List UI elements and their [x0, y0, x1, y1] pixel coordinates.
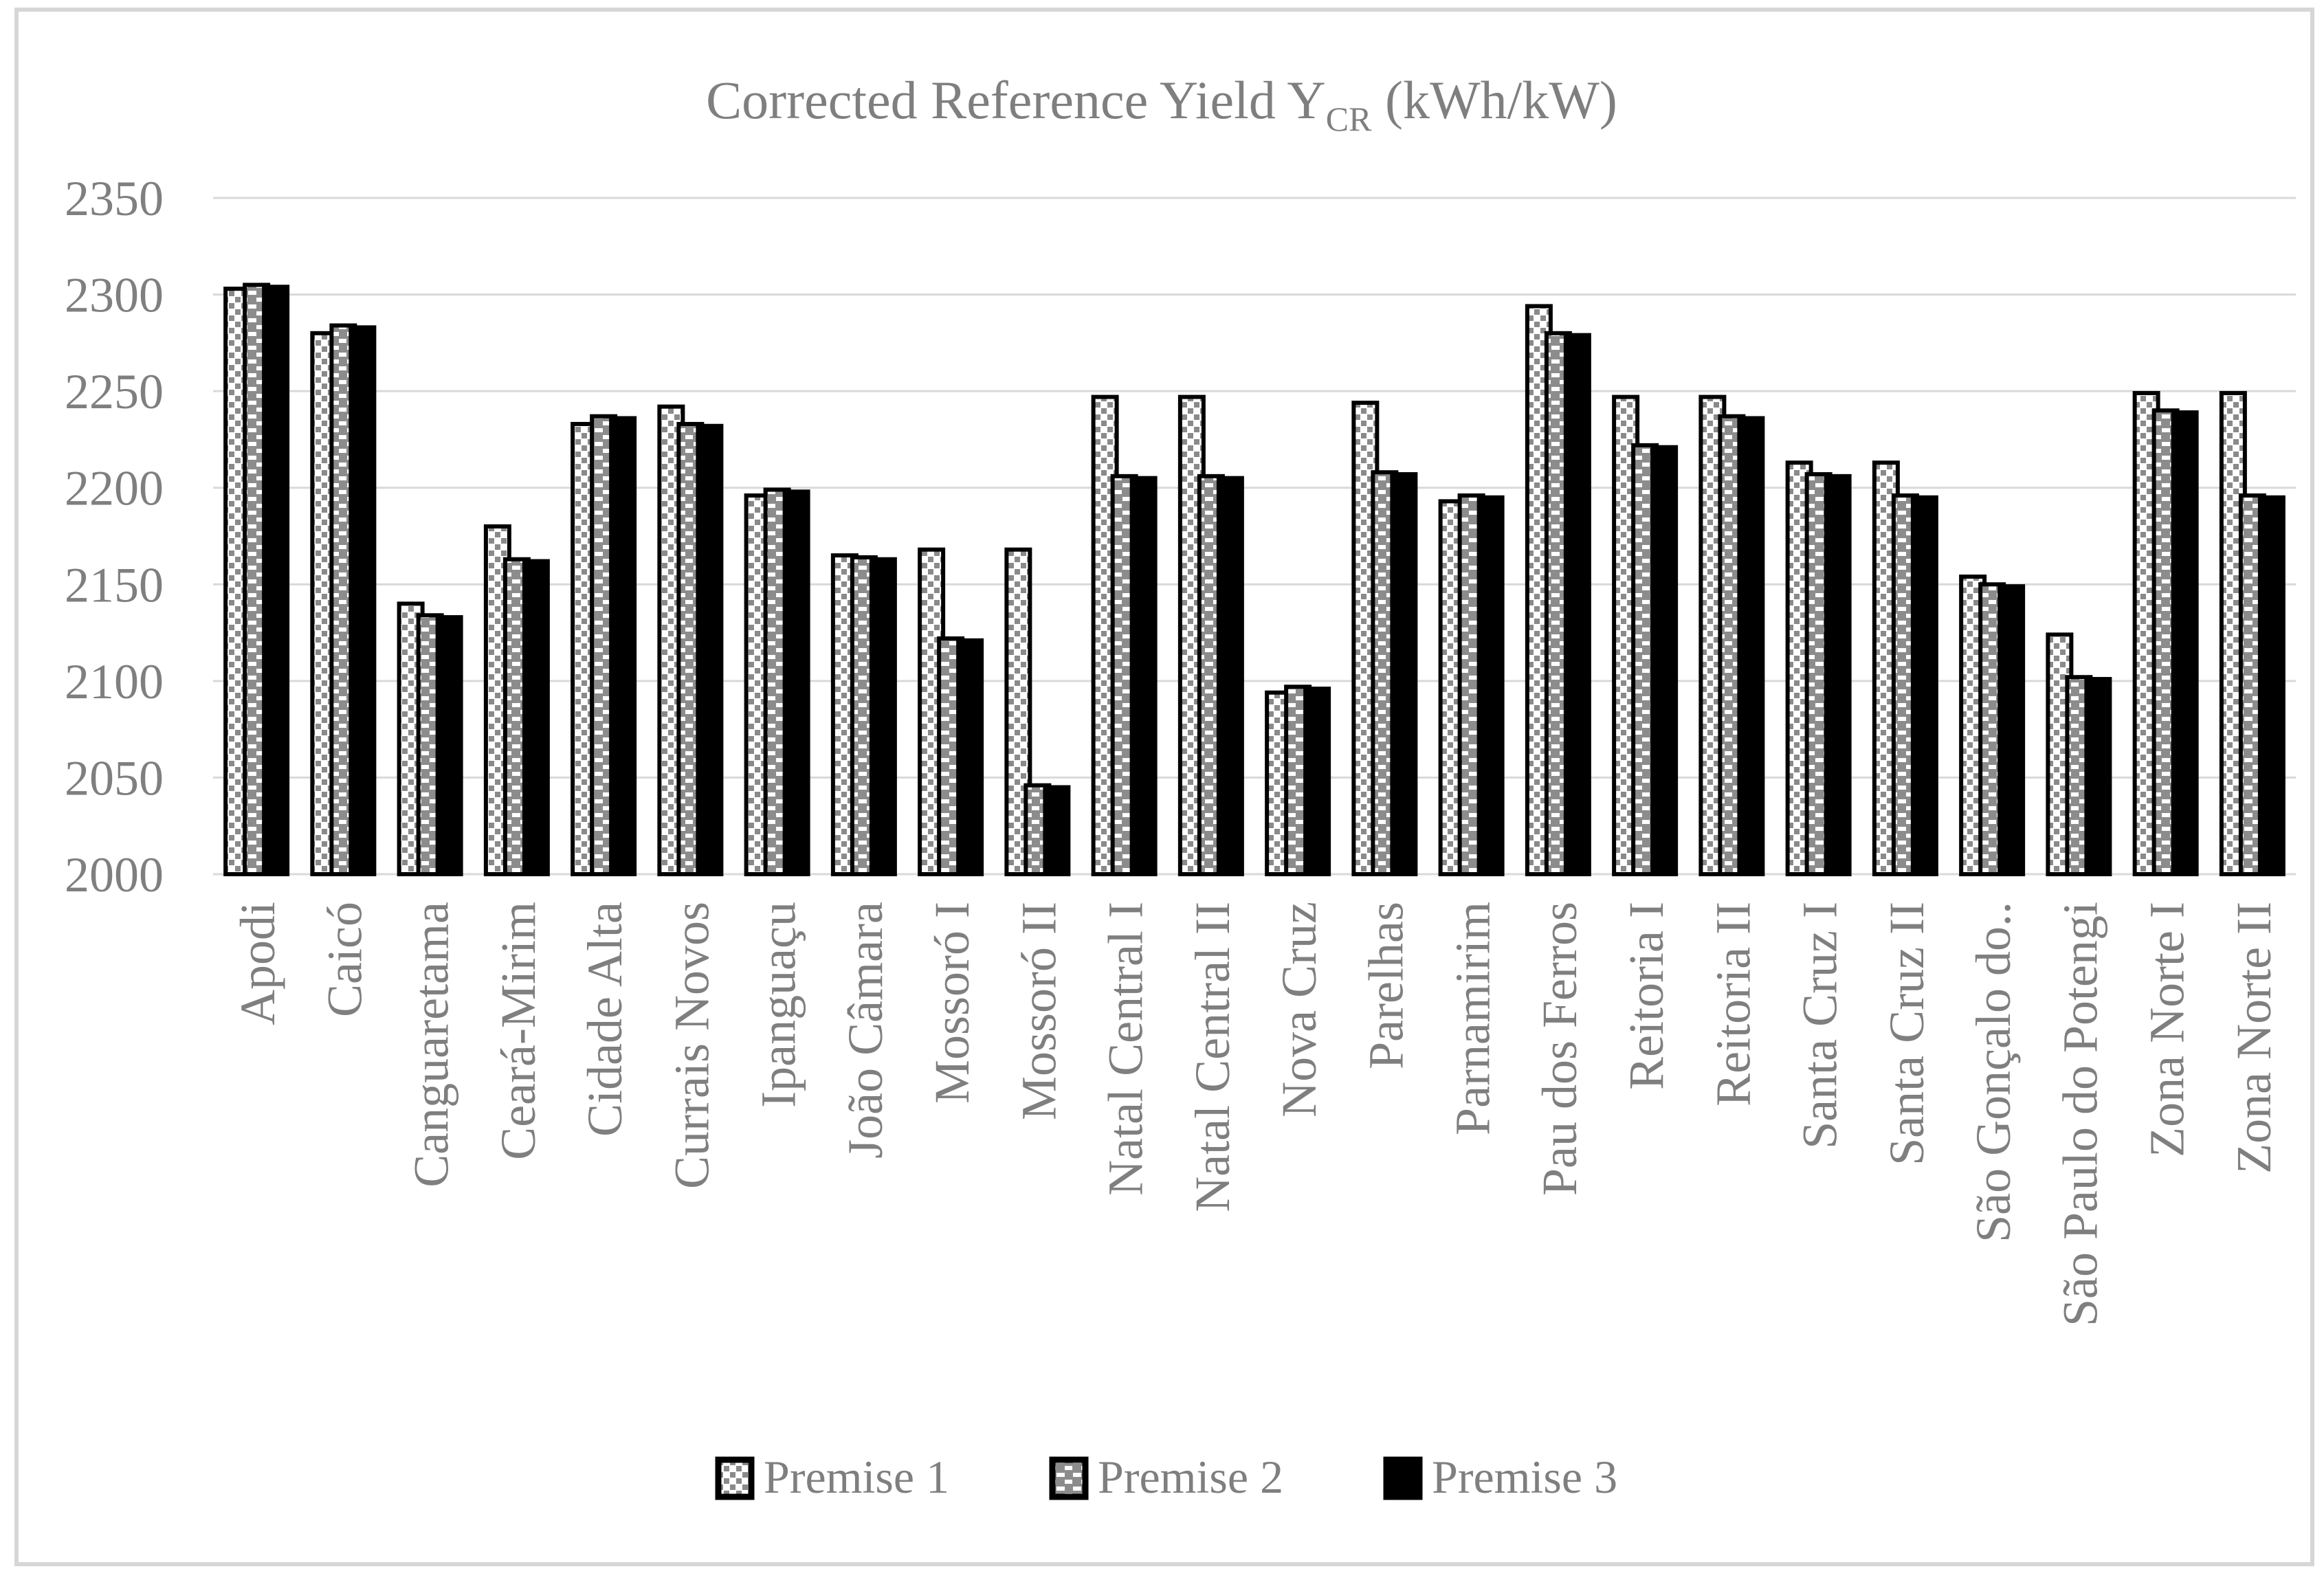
legend-swatch — [1383, 1456, 1423, 1500]
x-axis-label: Apodi — [230, 902, 285, 1025]
bar-premise-3 — [1824, 474, 1852, 876]
x-axis-label: Zona Norte I — [2140, 902, 2195, 1157]
bar-premise-3 — [2171, 410, 2199, 876]
x-axis-label: Canguaretama — [404, 902, 459, 1188]
y-tick-label: 2100 — [65, 654, 164, 709]
y-axis-tick-labels: 2000 2050 2100 2150 2200 2250 2300 2350 — [65, 171, 164, 902]
y-tick-label: 2050 — [65, 750, 164, 805]
bar-premise-3 — [522, 559, 550, 876]
legend-label: Premise 1 — [764, 1451, 949, 1503]
bar-premise-3 — [1910, 495, 1938, 876]
x-axis-label: Santa Cruz I — [1793, 902, 1848, 1149]
bar-premise-3 — [782, 489, 810, 876]
x-axis-label: João Câmara — [838, 902, 893, 1159]
y-tick-label: 2150 — [65, 557, 164, 612]
bar-premise-3 — [1563, 333, 1591, 876]
legend-item-premise-2: Premise 2 — [1049, 1451, 1283, 1503]
x-axis-label: Reitoria I — [1619, 902, 1674, 1090]
y-tick-label: 2250 — [65, 364, 164, 419]
x-axis-category-labels: Apodi Caicó Canguaretama Ceará-Mirim Cidade … — [230, 902, 2281, 1326]
bar-premise-3 — [1476, 495, 1505, 876]
x-axis-label: Santa Cruz II — [1879, 902, 1934, 1166]
y-tick-label: 2000 — [65, 847, 164, 902]
bar-series — [223, 282, 2286, 877]
y-tick-label: 2200 — [65, 461, 164, 516]
bar-premise-3 — [956, 638, 984, 876]
x-axis-label: Ipanguaçu — [751, 902, 806, 1108]
figure-border — [14, 8, 2314, 1566]
x-axis-label: Currais Novos — [664, 902, 719, 1189]
x-axis-label: Natal Central I — [1098, 902, 1153, 1196]
bar-premise-3 — [1390, 472, 1418, 876]
bar-premise-3 — [1129, 476, 1158, 876]
legend-item-premise-3: Premise 3 — [1383, 1451, 1617, 1503]
bar-premise-3 — [869, 557, 897, 876]
x-axis-label: Parnamirim — [1446, 902, 1501, 1135]
x-axis-label: Mossoró II — [1011, 902, 1066, 1120]
legend-label: Premise 3 — [1432, 1451, 1617, 1503]
bar-premise-3 — [1737, 416, 1765, 876]
bar-premise-3 — [1043, 785, 1071, 876]
bar-premise-3 — [609, 416, 637, 876]
legend-item-premise-1: Premise 1 — [715, 1451, 949, 1503]
x-axis-label: Caicó — [317, 902, 372, 1017]
x-axis-label: Reitoria II — [1705, 902, 1760, 1106]
y-tick-label: 2300 — [65, 268, 164, 323]
x-axis-label: Natal Central II — [1185, 902, 1240, 1212]
x-axis-label: Pau dos Ferros — [1532, 902, 1587, 1196]
x-axis-label: São Paulo do Potengi — [2052, 902, 2107, 1326]
bar-premise-3 — [435, 615, 463, 877]
legend-label: Premise 2 — [1098, 1451, 1283, 1503]
bar-premise-3 — [1650, 445, 1679, 876]
chart-legend: Premise 1 Premise 2 Premise 3 — [715, 1451, 1617, 1503]
bar-premise-3 — [1997, 584, 2026, 877]
bar-premise-3 — [2257, 495, 2286, 876]
legend-swatch — [1049, 1456, 1089, 1500]
x-axis-label: São Gonçalo do.. — [1966, 902, 2021, 1243]
x-axis-label: Nova Cruz — [1272, 902, 1327, 1117]
x-axis-label: Parelhas — [1358, 902, 1413, 1069]
y-tick-label: 2350 — [65, 171, 164, 226]
legend-swatch — [715, 1456, 755, 1500]
bar-premise-3 — [262, 285, 290, 876]
chart-title: Corrected Reference Yield YCR (kWh/kW) — [706, 70, 1617, 138]
bar-premise-3 — [348, 325, 377, 876]
x-axis-label: Mossoró I — [925, 902, 980, 1104]
x-axis-label: Zona Norte II — [2226, 902, 2281, 1174]
bar-premise-3 — [1303, 687, 1331, 876]
x-axis-label: Cidade Alta — [577, 902, 632, 1137]
bar-premise-3 — [1216, 476, 1244, 876]
gridlines — [213, 197, 2296, 876]
bar-premise-3 — [696, 423, 724, 876]
x-axis-label: Ceará-Mirim — [491, 902, 546, 1160]
bar-premise-3 — [2084, 677, 2112, 876]
